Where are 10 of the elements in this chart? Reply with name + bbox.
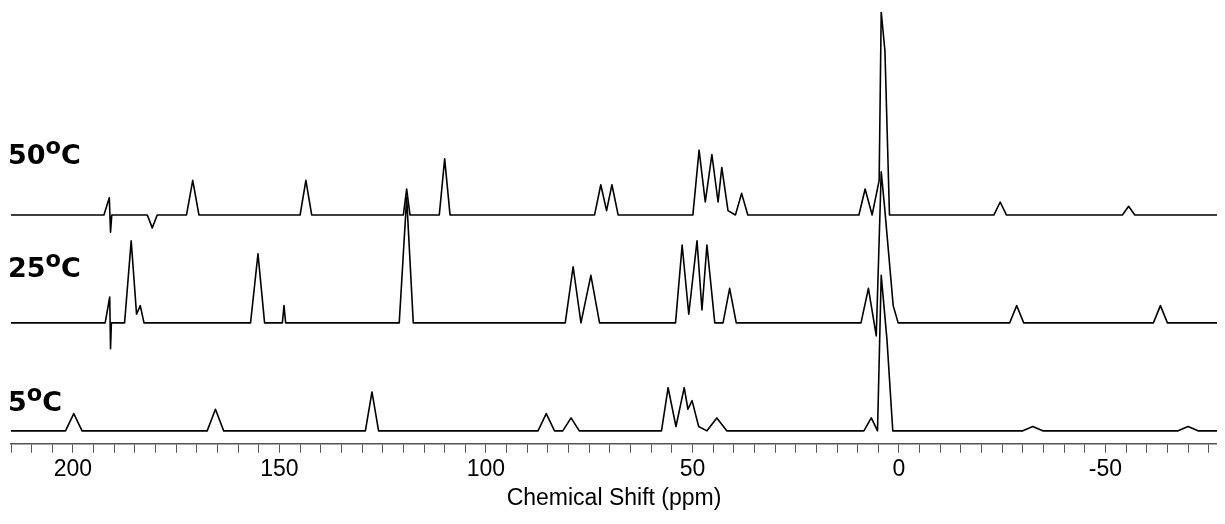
x-axis-title: Chemical Shift (ppm)	[506, 483, 722, 510]
x-tick-label: 100	[466, 454, 506, 481]
series-label: 5$^{o}$C	[8, 380, 63, 417]
x-tick-label: 50	[679, 454, 706, 481]
x-tick-label: -50	[1088, 454, 1123, 481]
x-tick-label: 200	[53, 454, 93, 481]
x-tick-label: 150	[260, 454, 299, 481]
x-tick-label: 0	[892, 454, 906, 481]
series-label: 25$^{o}$C	[8, 246, 81, 283]
series-label: 50$^{o}$C	[8, 133, 81, 170]
